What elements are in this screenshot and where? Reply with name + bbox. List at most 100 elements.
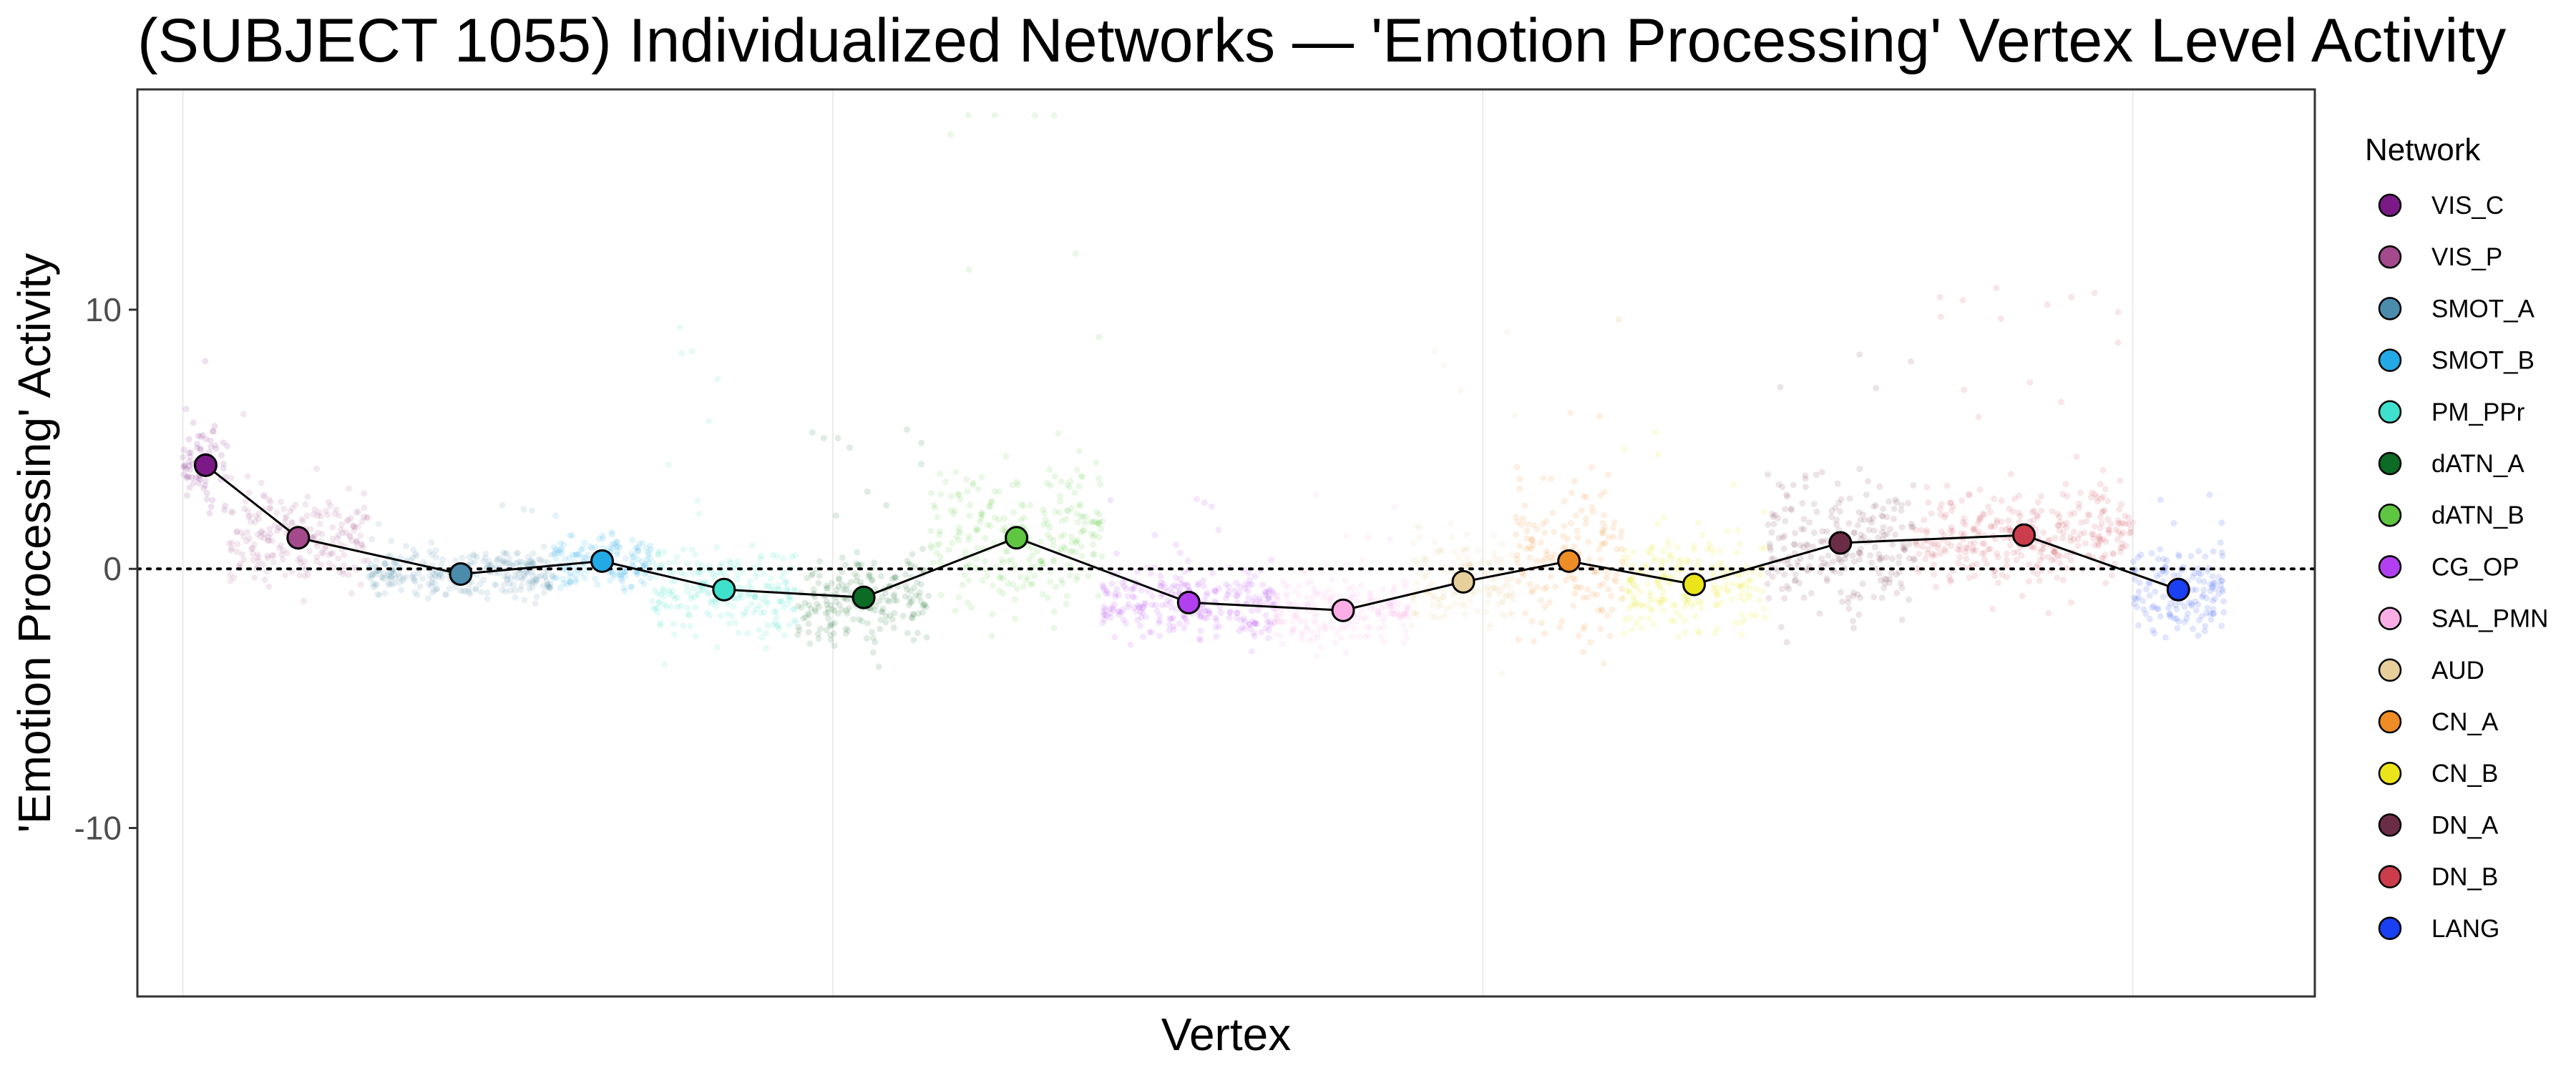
vertex-point xyxy=(314,512,321,519)
vertex-point xyxy=(429,579,436,586)
vertex-point xyxy=(771,619,779,625)
vertex-point xyxy=(1875,569,1883,577)
vertex-point xyxy=(1307,577,1314,584)
vertex-point xyxy=(640,562,646,569)
vertex-point xyxy=(1507,609,1514,616)
vertex-point xyxy=(1694,519,1702,526)
vertex-point xyxy=(893,597,900,604)
vertex-point xyxy=(468,559,475,566)
vertex-point xyxy=(1618,546,1625,553)
points-cn-a xyxy=(1512,316,1626,667)
vertex-point xyxy=(792,552,799,559)
vertex-point xyxy=(2204,604,2211,612)
vertex-point xyxy=(1298,630,1305,637)
vertex-point xyxy=(541,567,548,574)
vertex-point xyxy=(899,612,907,619)
vertex-point xyxy=(676,324,683,331)
vertex-point xyxy=(786,622,793,629)
vertex-point xyxy=(2207,581,2214,587)
vertex-point xyxy=(1400,583,1407,590)
vertex-point xyxy=(588,545,595,552)
vertex-point xyxy=(1302,618,1309,625)
legend-key xyxy=(2378,348,2402,372)
vertex-point xyxy=(1745,577,1752,584)
vertex-point xyxy=(904,629,911,637)
vertex-point xyxy=(1636,589,1644,595)
vertex-point xyxy=(473,554,480,561)
vertex-point xyxy=(1262,624,1269,632)
vertex-point xyxy=(882,613,889,620)
vertex-point xyxy=(1838,559,1845,566)
vertex-point xyxy=(2034,513,2041,520)
vertex-point xyxy=(1528,618,1536,625)
vertex-point xyxy=(2112,526,2119,533)
vertex-point xyxy=(1782,518,1789,524)
vertex-point xyxy=(560,579,567,587)
vertex-point xyxy=(1359,556,1366,563)
vertex-point xyxy=(2155,556,2162,562)
vertex-point xyxy=(1531,638,1538,645)
vertex-point xyxy=(379,574,385,581)
vertex-point xyxy=(934,542,940,549)
vertex-point xyxy=(297,559,304,567)
vertex-point xyxy=(1034,548,1040,555)
vertex-point xyxy=(709,570,716,577)
vertex-point xyxy=(1345,585,1352,592)
vertex-point xyxy=(973,525,980,532)
vertex-point xyxy=(1611,576,1618,583)
vertex-point xyxy=(2160,593,2167,600)
vertex-point xyxy=(1458,593,1465,600)
vertex-point xyxy=(244,508,251,515)
vertex-point xyxy=(2095,534,2102,542)
vertex-point xyxy=(381,575,388,582)
vertex-point xyxy=(1735,526,1742,534)
vertex-point xyxy=(532,600,539,607)
vertex-point xyxy=(713,644,721,651)
vertex-point xyxy=(1777,383,1784,391)
vertex-point xyxy=(667,603,674,610)
vertex-point xyxy=(544,581,551,588)
vertex-point xyxy=(801,599,809,607)
vertex-point xyxy=(1963,544,1971,552)
vertex-point xyxy=(1856,556,1863,563)
vertex-point xyxy=(735,571,742,578)
vertex-point xyxy=(827,636,834,643)
vertex-point xyxy=(381,560,389,567)
vertex-point xyxy=(1682,560,1689,567)
vertex-point xyxy=(773,608,780,615)
vertex-point xyxy=(1213,617,1220,624)
vertex-point xyxy=(1857,594,1864,602)
vertex-point xyxy=(1561,522,1568,529)
vertex-point xyxy=(991,514,998,521)
vertex-point xyxy=(504,550,510,557)
vertex-point xyxy=(1206,610,1213,617)
vertex-point xyxy=(547,584,554,592)
vertex-point xyxy=(909,597,916,604)
vertex-point xyxy=(574,551,581,558)
vertex-point xyxy=(628,550,635,557)
vertex-point xyxy=(2094,498,2101,505)
vertex-point xyxy=(1103,590,1110,597)
vertex-point xyxy=(1375,608,1382,615)
vertex-point xyxy=(1387,599,1394,607)
vertex-point xyxy=(1166,627,1173,634)
vertex-point xyxy=(865,573,872,580)
vertex-point xyxy=(927,542,935,549)
vertex-point xyxy=(1457,387,1464,394)
vertex-point xyxy=(1508,575,1516,582)
vertex-point xyxy=(1873,385,1880,391)
vertex-point xyxy=(758,596,766,603)
vertex-point xyxy=(282,514,289,521)
vertex-point xyxy=(1631,593,1638,600)
vertex-point xyxy=(1543,551,1551,558)
vertex-point xyxy=(909,551,916,558)
vertex-point xyxy=(1270,590,1277,597)
vertex-point xyxy=(1269,600,1277,607)
vertex-point xyxy=(748,542,756,549)
vertex-point xyxy=(517,587,524,594)
vertex-point xyxy=(1859,580,1866,587)
vertex-point xyxy=(253,513,260,520)
vertex-point xyxy=(1742,562,1750,569)
vertex-point xyxy=(2046,536,2053,543)
vertex-point xyxy=(1065,508,1072,515)
